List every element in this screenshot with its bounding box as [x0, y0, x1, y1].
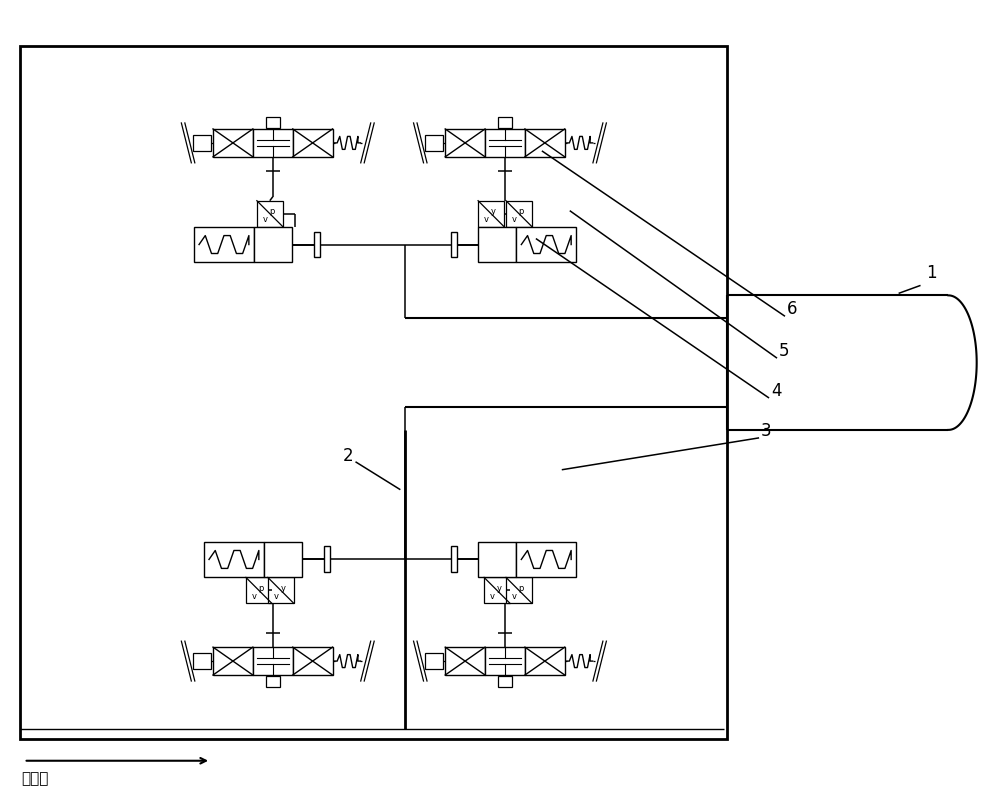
- Bar: [498, 676, 512, 687]
- Bar: [485, 129, 525, 157]
- Bar: [451, 231, 457, 258]
- Bar: [478, 201, 504, 226]
- Bar: [213, 129, 253, 157]
- Bar: [451, 546, 457, 572]
- Bar: [254, 226, 292, 262]
- Text: p: p: [269, 207, 275, 216]
- Text: v: v: [512, 591, 517, 601]
- Text: p: p: [518, 207, 524, 216]
- Bar: [246, 578, 272, 603]
- Bar: [498, 117, 512, 128]
- Bar: [478, 226, 516, 262]
- Bar: [516, 542, 576, 578]
- Bar: [193, 135, 211, 151]
- Bar: [293, 647, 333, 675]
- Text: v: v: [252, 591, 257, 601]
- Bar: [525, 129, 565, 157]
- Bar: [484, 578, 510, 603]
- Bar: [485, 647, 525, 675]
- Text: y: y: [280, 584, 285, 593]
- Text: p: p: [518, 584, 524, 593]
- Bar: [193, 653, 211, 669]
- Bar: [253, 647, 293, 675]
- Text: v: v: [490, 591, 495, 601]
- Text: y: y: [491, 207, 496, 216]
- Bar: [506, 201, 532, 226]
- Bar: [268, 578, 294, 603]
- Bar: [194, 226, 254, 262]
- Bar: [204, 542, 264, 578]
- Text: 3: 3: [761, 422, 772, 440]
- Text: y: y: [497, 584, 502, 593]
- Bar: [525, 647, 565, 675]
- Text: v: v: [484, 215, 489, 224]
- Bar: [257, 201, 283, 226]
- Bar: [324, 546, 330, 572]
- Text: 6: 6: [787, 300, 798, 318]
- Text: v: v: [263, 215, 268, 224]
- Bar: [253, 129, 293, 157]
- Text: 2: 2: [343, 446, 353, 465]
- Bar: [506, 578, 532, 603]
- Text: 高压油: 高压油: [22, 771, 49, 786]
- Text: v: v: [512, 215, 517, 224]
- Bar: [293, 129, 333, 157]
- Bar: [20, 46, 727, 739]
- Bar: [478, 542, 516, 578]
- Text: v: v: [274, 591, 279, 601]
- Text: 1: 1: [927, 265, 937, 282]
- Bar: [425, 653, 443, 669]
- Text: 4: 4: [771, 382, 782, 400]
- Bar: [264, 542, 302, 578]
- Bar: [213, 647, 253, 675]
- Bar: [266, 117, 280, 128]
- Bar: [445, 129, 485, 157]
- Bar: [425, 135, 443, 151]
- Text: 5: 5: [779, 342, 790, 360]
- Text: p: p: [258, 584, 264, 593]
- Bar: [266, 676, 280, 687]
- Bar: [445, 647, 485, 675]
- Bar: [516, 226, 576, 262]
- Bar: [314, 231, 320, 258]
